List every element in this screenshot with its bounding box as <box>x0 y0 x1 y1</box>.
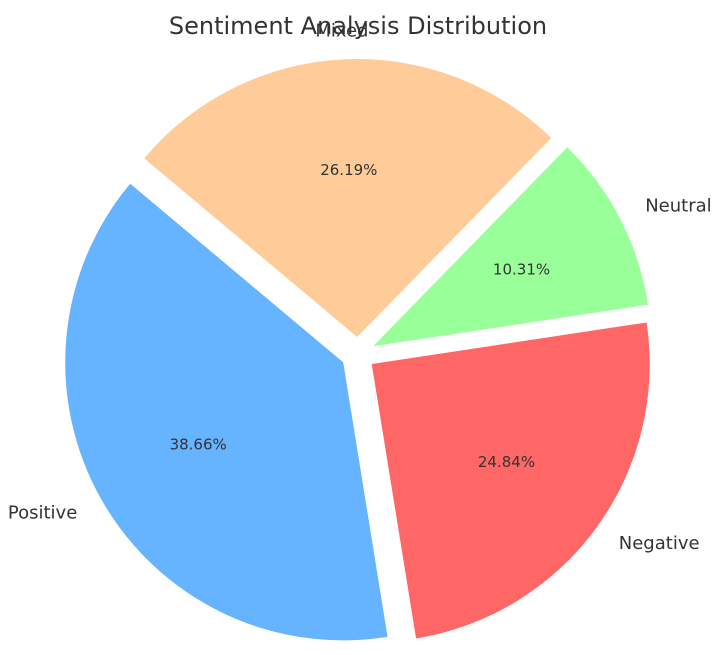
pct-label-negative: 24.84% <box>478 453 535 471</box>
pct-label-mixed: 26.19% <box>320 161 377 179</box>
chart-title: Sentiment Analysis Distribution <box>168 12 548 40</box>
pie-slice-negative <box>371 322 650 639</box>
category-label-positive: Positive <box>8 502 77 523</box>
pie-slice-neutral <box>373 147 649 347</box>
pie-slice-positive <box>65 183 388 641</box>
pct-label-neutral: 10.31% <box>493 261 550 279</box>
pct-label-positive: 38.66% <box>170 435 227 453</box>
category-label-mixed: Mixed <box>315 21 368 42</box>
category-label-negative: Negative <box>619 533 700 554</box>
pie-slice-mixed <box>144 59 552 338</box>
category-label-neutral: Neutral <box>645 196 711 217</box>
